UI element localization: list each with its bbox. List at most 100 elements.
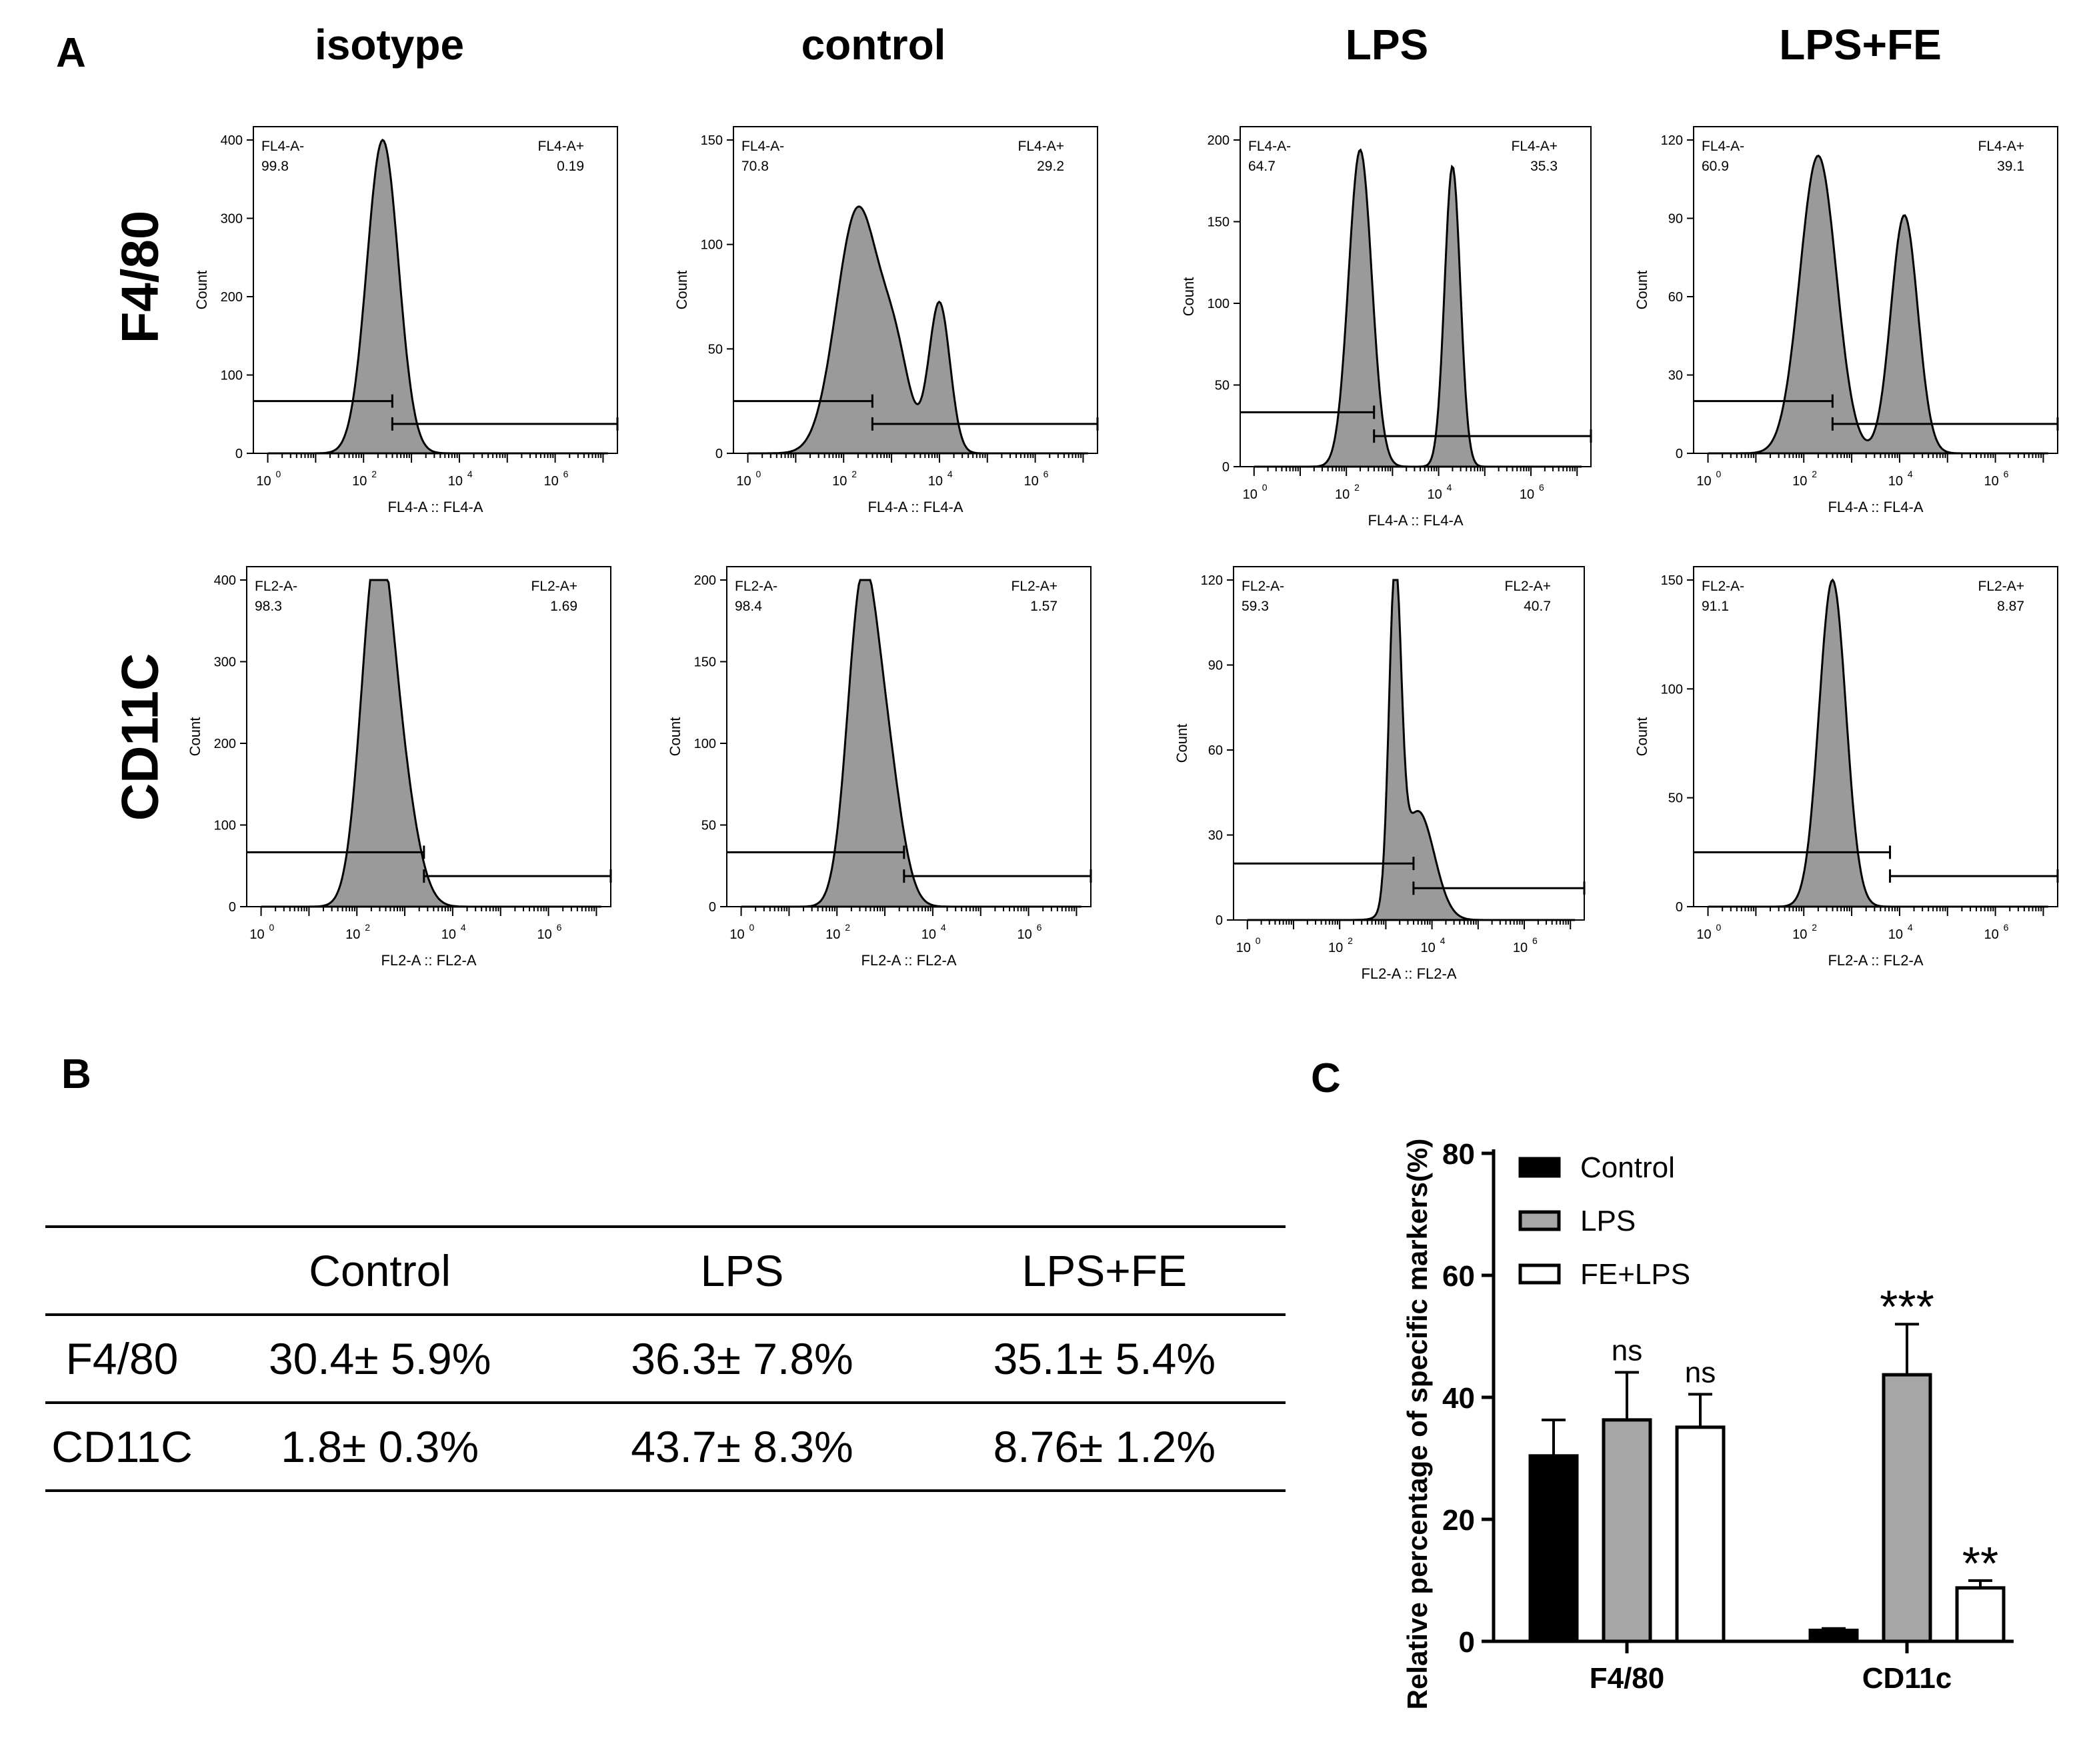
x-tick-exponent: 2	[851, 469, 857, 479]
legend-swatch	[1518, 1210, 1561, 1231]
x-tick-exponent: 4	[1440, 935, 1446, 946]
x-tick-label: 10	[1513, 941, 1528, 955]
y-tick-label: 60	[1442, 1260, 1475, 1293]
x-tick-exponent: 0	[1716, 922, 1722, 933]
x-tick-label: 10	[736, 474, 751, 489]
table-cell: F4/80	[45, 1315, 199, 1404]
panel-label-a: A	[56, 30, 86, 76]
plot-frame	[1693, 126, 2058, 454]
column-title-isotype: isotype	[314, 21, 465, 69]
x-tick-label: 10	[543, 474, 558, 489]
x-tick-label: 10	[1420, 941, 1435, 955]
x-tick-label: 10	[928, 474, 943, 489]
bar	[1675, 1425, 1726, 1643]
x-tick-exponent: 6	[2004, 922, 2009, 933]
x-tick-label: 10	[729, 927, 744, 942]
y-tick-label: 300	[221, 212, 243, 227]
gate-value-negative: 60.9	[1702, 159, 1729, 174]
x-axis-label: FL2-A :: FL2-A	[1828, 952, 1923, 969]
y-tick-label: 30	[1208, 829, 1223, 843]
x-tick-label: 10	[1335, 487, 1350, 502]
plot-frame	[1240, 126, 1592, 467]
x-tick-label: 10	[1984, 927, 1998, 942]
y-tick-label: 150	[694, 655, 716, 670]
y-axis-label: Count	[673, 271, 690, 310]
y-tick-label: 300	[214, 655, 236, 670]
table-cell: 8.76± 1.2%	[923, 1403, 1286, 1492]
gate-label-positive: FL2-A+	[1978, 579, 2024, 594]
plot-frame	[1693, 566, 2058, 907]
x-tick-label: 10	[1328, 941, 1343, 955]
gate-value-positive: 40.7	[1524, 599, 1551, 614]
table-header-cell: LPS	[561, 1225, 923, 1316]
x-tick-label: 10	[345, 927, 360, 942]
table-row: F4/80 30.4± 5.9% 36.3± 7.8% 35.1± 5.4%	[45, 1315, 1286, 1404]
x-tick-label: 10	[1792, 474, 1807, 489]
y-tick-label: 200	[1208, 133, 1230, 148]
gate-label-positive: FL4-A+	[1512, 139, 1558, 154]
legend-swatch	[1518, 1263, 1561, 1285]
x-tick-exponent: 0	[749, 922, 755, 933]
x-tick-label: 10	[832, 474, 847, 489]
x-axis-label: FL4-A :: FL4-A	[867, 499, 963, 515]
y-tick-label: 50	[708, 342, 723, 357]
x-tick-label: 10	[1520, 487, 1534, 502]
row-title-f480: F4/80	[110, 210, 169, 344]
y-tick-label: 150	[1208, 215, 1230, 230]
x-tick-label: 10	[1236, 941, 1251, 955]
x-tick-label: 10	[448, 474, 463, 489]
significance-label: **	[1962, 1537, 1998, 1589]
x-tick-label: 10	[825, 927, 840, 942]
x-tick-label: 10	[1023, 474, 1038, 489]
y-tick-label: 0	[715, 447, 723, 461]
x-tick-exponent: 4	[941, 922, 946, 933]
y-tick-label: 120	[1661, 133, 1683, 148]
gate-label-negative: FL2-A-	[1702, 579, 1744, 594]
x-tick-exponent: 0	[756, 469, 761, 479]
x-tick-label: 10	[1696, 474, 1711, 489]
y-tick-label: 60	[1668, 290, 1683, 305]
gate-label-negative: FL4-A-	[741, 139, 784, 154]
bar	[1808, 1629, 1859, 1643]
x-tick-label: CD11c	[1862, 1662, 1952, 1695]
gate-value-positive: 39.1	[1997, 159, 2024, 174]
y-tick-label: 50	[1668, 791, 1683, 806]
x-axis-label: FL4-A :: FL4-A	[387, 499, 483, 515]
x-tick-exponent: 4	[1908, 469, 1913, 479]
x-tick-label: 10	[1792, 927, 1807, 942]
gate-value-positive: 0.19	[557, 159, 584, 174]
y-axis-label: Count	[1174, 724, 1190, 763]
gate-label-negative: FL4-A-	[1702, 139, 1744, 154]
table-cell: 1.8± 0.3%	[199, 1403, 561, 1492]
x-tick-label: 10	[352, 474, 367, 489]
x-tick-exponent: 2	[1812, 469, 1817, 479]
y-tick-label: 60	[1208, 743, 1223, 758]
y-tick-label: 100	[701, 238, 723, 253]
gate-label-positive: FL2-A+	[531, 579, 577, 594]
gate-value-positive: 35.3	[1530, 159, 1558, 174]
x-axis-label: FL2-A :: FL2-A	[381, 952, 476, 969]
y-tick-label: 0	[709, 900, 716, 915]
x-tick-label: 10	[1243, 487, 1258, 502]
x-tick-label: 10	[1017, 927, 1031, 942]
y-tick-label: 100	[214, 819, 236, 833]
gate-label-negative: FL2-A-	[255, 579, 297, 594]
legend-label: LPS	[1580, 1205, 1636, 1237]
gate-value-negative: 59.3	[1242, 599, 1269, 614]
gate-label-negative: FL4-A-	[261, 139, 304, 154]
table-cell: 35.1± 5.4%	[923, 1315, 1286, 1404]
gate-value-negative: 64.7	[1248, 159, 1276, 174]
table-cell: 43.7± 8.3%	[561, 1403, 923, 1492]
y-tick-label: 150	[701, 133, 723, 148]
y-tick-label: 200	[214, 737, 236, 751]
gate-value-positive: 8.87	[1997, 599, 2024, 614]
y-tick-label: 400	[214, 573, 236, 588]
x-tick-exponent: 6	[2004, 469, 2009, 479]
x-tick-label: 10	[256, 474, 271, 489]
y-tick-label: 0	[235, 447, 243, 461]
x-tick-exponent: 6	[1532, 935, 1538, 946]
